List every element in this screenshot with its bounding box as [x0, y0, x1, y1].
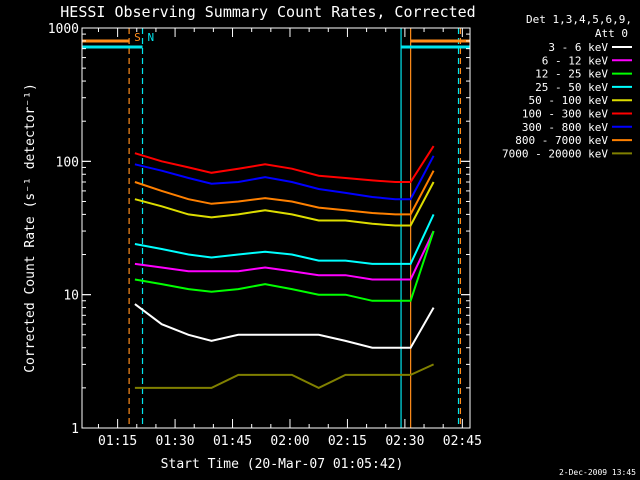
series-line — [134, 170, 435, 216]
x-axis-ticks: 01:15 01:30 01:45 02:00 02:15 02:30 02:45 — [97, 28, 482, 449]
marker-label: S — [134, 31, 141, 44]
series-line — [134, 181, 435, 227]
series-line — [134, 155, 435, 201]
x-tick-label: 02:45 — [443, 434, 482, 449]
legend-label: 25 - 50 keV — [535, 81, 608, 94]
y-axis-label: Corrected Count Rate (s⁻¹ detector⁻¹) — [23, 83, 38, 373]
x-axis-label: Start Time (20-Mar-07 01:05:42) — [161, 457, 404, 472]
legend-label: 6 - 12 keV — [542, 54, 609, 67]
legend-label: 800 - 7000 keV — [515, 134, 608, 147]
legend-label: 50 - 100 keV — [529, 94, 609, 107]
chart-title: HESSI Observing Summary Count Rates, Cor… — [60, 3, 475, 21]
x-tick-label: 01:30 — [156, 434, 195, 449]
footer-date: 2-Dec-2009 13:45 — [559, 468, 636, 477]
series-line — [134, 230, 435, 281]
series-line — [134, 303, 435, 349]
series-lines — [134, 145, 435, 390]
y-axis-ticks: 1 10 100 1000 — [48, 22, 470, 437]
marker-label: N — [148, 31, 155, 44]
plot-frame — [81, 27, 471, 429]
x-tick-label: 02:30 — [385, 434, 424, 449]
x-tick-label: 02:00 — [270, 434, 309, 449]
legend-label: 100 - 300 keV — [522, 108, 608, 121]
series-line — [134, 363, 435, 390]
legend-label: 3 - 6 keV — [548, 41, 608, 54]
y-tick-label: 1 — [71, 422, 79, 437]
y-tick-label: 1000 — [48, 22, 79, 37]
x-tick-label: 01:45 — [213, 434, 252, 449]
y-tick-label: 100 — [56, 155, 79, 170]
legend-label: 300 - 800 keV — [522, 121, 608, 134]
x-tick-label: 01:15 — [98, 434, 137, 449]
series-line — [134, 213, 435, 265]
legend-label: 12 - 25 keV — [535, 68, 608, 81]
legend-label: 7000 - 20000 keV — [502, 147, 608, 160]
x-tick-label: 02:15 — [328, 434, 367, 449]
legend-header-line1: Det 1,3,4,5,6,9, — [526, 13, 632, 26]
series-line — [134, 230, 435, 302]
legend-header-line2: Att 0 — [595, 27, 628, 40]
series-line — [134, 145, 435, 183]
y-tick-label: 10 — [63, 289, 79, 304]
